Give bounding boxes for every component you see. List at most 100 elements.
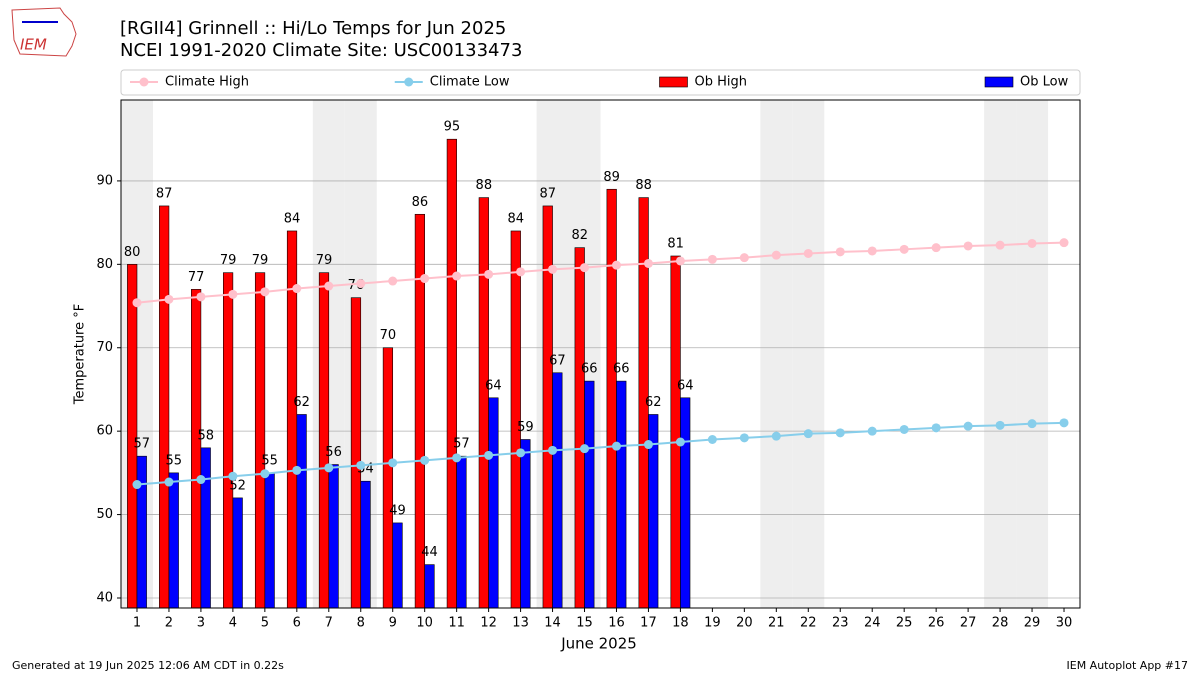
line: [136, 241, 1065, 304]
legend-label: Ob High: [695, 75, 748, 90]
footer-right: IEM Autoplot App #17: [1067, 659, 1189, 672]
line-marker: [324, 281, 334, 291]
y-tick-label: 50: [96, 507, 113, 522]
line-marker: [516, 448, 526, 458]
y-tick-label: 70: [96, 340, 113, 355]
bar: [424, 564, 435, 609]
bar: [616, 380, 627, 609]
bar: [488, 397, 499, 609]
line-marker: [963, 241, 973, 251]
line-marker: [196, 475, 206, 485]
bar: [520, 439, 531, 609]
bar-value-label: 87: [539, 186, 556, 201]
line-marker: [931, 423, 941, 433]
line-marker: [484, 450, 494, 460]
chart-subtitle: NCEI 1991-2020 Climate Site: USC00133473: [120, 40, 522, 61]
bar-value-label: 55: [261, 453, 278, 468]
line-marker: [132, 298, 142, 308]
bar-value-label: 55: [165, 453, 182, 468]
line-marker: [995, 240, 1005, 250]
line-marker: [611, 260, 621, 270]
line-marker: [580, 263, 590, 273]
bar-value-label: 86: [412, 195, 429, 210]
line-marker: [707, 435, 717, 445]
y-tick-label: 90: [96, 173, 113, 188]
y-tick-label: 40: [96, 590, 113, 605]
x-tick-label: 26: [928, 616, 945, 631]
bar-value-label: 57: [134, 437, 151, 452]
x-tick-label: 30: [1056, 616, 1073, 631]
bar: [200, 447, 211, 609]
legend-box: [120, 69, 1081, 96]
line-marker: [1059, 418, 1069, 428]
weekend-band: [1016, 100, 1049, 608]
x-tick-label: 15: [576, 616, 593, 631]
line-marker: [963, 421, 973, 431]
line-marker: [1027, 238, 1037, 248]
bar-value-label: 81: [667, 236, 684, 251]
line-marker: [803, 429, 813, 439]
x-tick-label: 10: [416, 616, 433, 631]
line-marker: [803, 248, 813, 258]
line-marker: [548, 445, 558, 455]
x-tick-label: 5: [261, 616, 269, 631]
bar: [606, 188, 617, 609]
x-tick-label: 2: [165, 616, 173, 631]
bar: [574, 247, 585, 609]
bar: [328, 464, 339, 609]
line-marker: [931, 243, 941, 253]
logo: IEM: [11, 7, 77, 57]
bar-value-label: 52: [229, 478, 246, 493]
bar: [264, 472, 275, 609]
bar-value-label: 66: [581, 362, 598, 377]
line-marker: [356, 279, 366, 289]
bar-value-label: 88: [635, 178, 652, 193]
weekend-band: [760, 100, 793, 608]
bar: [222, 272, 234, 609]
bar-value-label: 66: [613, 362, 630, 377]
x-tick-label: 22: [800, 616, 817, 631]
bar-value-label: 89: [603, 170, 620, 185]
bar-value-label: 82: [571, 228, 588, 243]
line-marker: [132, 480, 142, 490]
line-marker: [452, 453, 462, 463]
bar: [318, 272, 330, 609]
x-tick-label: 9: [389, 616, 397, 631]
bar: [232, 497, 243, 609]
line-marker: [516, 267, 526, 277]
x-tick-label: 25: [896, 616, 913, 631]
bar-value-label: 84: [508, 211, 525, 226]
bar: [168, 472, 179, 609]
bar-value-label: 79: [316, 253, 333, 268]
bar-value-label: 64: [677, 378, 694, 393]
x-tick-label: 8: [357, 616, 365, 631]
line-marker: [548, 264, 558, 274]
bar: [478, 197, 489, 609]
bar: [446, 138, 457, 609]
x-tick-label: 19: [704, 616, 721, 631]
bar: [584, 380, 595, 609]
bar-value-label: 44: [421, 545, 438, 560]
line-marker: [899, 244, 909, 254]
line-marker: [260, 469, 270, 479]
line-marker: [260, 287, 270, 297]
line-marker: [675, 437, 685, 447]
x-tick-label: 1: [133, 616, 141, 631]
line-marker: [867, 426, 877, 436]
line-marker: [164, 294, 174, 304]
x-tick-label: 29: [1024, 616, 1041, 631]
bar: [360, 480, 371, 609]
bar: [296, 414, 307, 609]
line-marker: [1027, 419, 1037, 429]
bar-value-label: 49: [389, 503, 406, 518]
bar-value-label: 95: [444, 120, 461, 135]
x-tick-label: 17: [640, 616, 657, 631]
x-tick-label: 16: [608, 616, 625, 631]
line-marker: [835, 428, 845, 438]
x-tick-label: 13: [512, 616, 529, 631]
line-marker: [196, 292, 206, 302]
plot-frame: [120, 99, 1081, 609]
x-tick-label: 18: [672, 616, 689, 631]
line-marker: [675, 256, 685, 266]
line-marker: [292, 465, 302, 475]
